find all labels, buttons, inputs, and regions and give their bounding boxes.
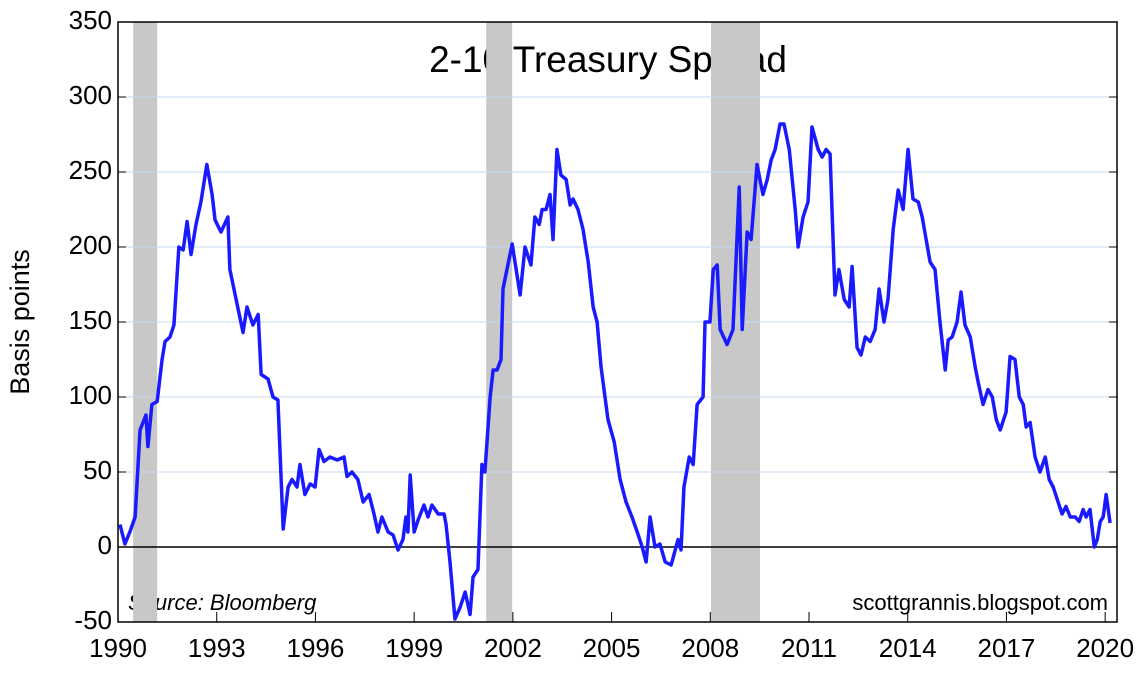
x-tick-label: 2002 <box>484 633 542 663</box>
y-tick-label: 200 <box>69 230 112 260</box>
y-tick-label: 300 <box>69 80 112 110</box>
y-tick-label: 50 <box>83 455 112 485</box>
x-tick-label: 2017 <box>978 633 1036 663</box>
x-tick-label: 2014 <box>879 633 937 663</box>
x-tick-label: 2008 <box>681 633 739 663</box>
x-tick-label: 1999 <box>385 633 443 663</box>
y-tick-label: 100 <box>69 380 112 410</box>
x-tick-label: 1990 <box>89 633 147 663</box>
y-axis-label: Basis points <box>5 249 35 395</box>
x-tick-label: 1993 <box>188 633 246 663</box>
y-tick-label: 0 <box>98 530 112 560</box>
x-tick-label: 2005 <box>583 633 641 663</box>
y-tick-label: -50 <box>74 605 112 635</box>
source-note: Source: Bloomberg <box>128 590 317 615</box>
y-tick-label: 250 <box>69 155 112 185</box>
x-tick-label: 1996 <box>287 633 345 663</box>
x-tick-label: 2011 <box>781 633 837 663</box>
y-tick-label: 350 <box>69 5 112 35</box>
data-line <box>118 122 1112 621</box>
plot-frame <box>117 21 1118 623</box>
y-tick-label: 150 <box>69 305 112 335</box>
x-tick-label: 2020 <box>1076 633 1134 663</box>
credit-note: scottgrannis.blogspot.com <box>852 590 1108 615</box>
